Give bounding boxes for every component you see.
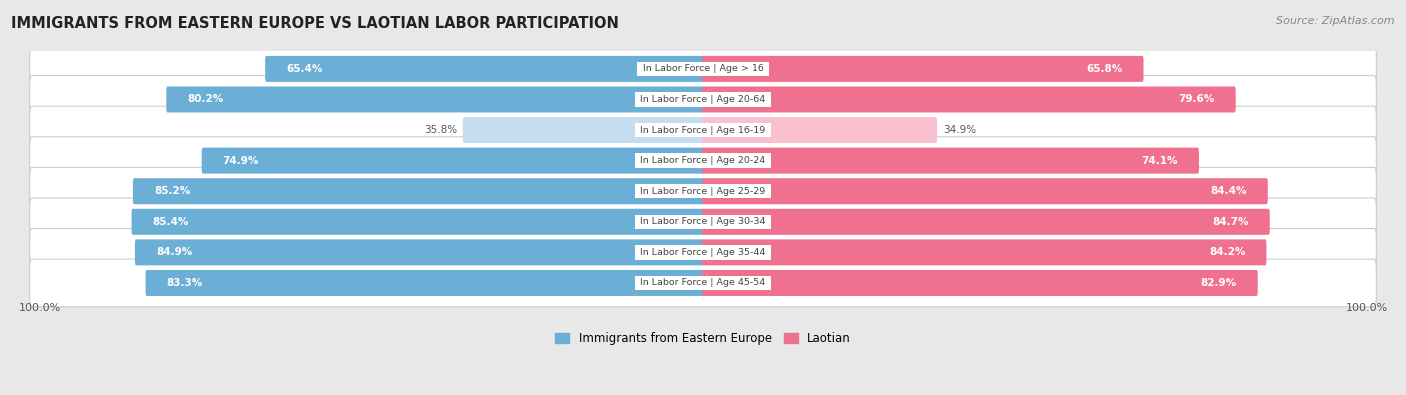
- FancyBboxPatch shape: [30, 75, 1376, 123]
- Text: 84.9%: 84.9%: [156, 247, 193, 258]
- Text: In Labor Force | Age > 16: In Labor Force | Age > 16: [640, 64, 766, 73]
- Text: 65.4%: 65.4%: [287, 64, 322, 74]
- FancyBboxPatch shape: [134, 178, 704, 204]
- FancyBboxPatch shape: [166, 87, 704, 113]
- Text: In Labor Force | Age 35-44: In Labor Force | Age 35-44: [637, 248, 769, 257]
- Text: 65.8%: 65.8%: [1087, 64, 1122, 74]
- Legend: Immigrants from Eastern Europe, Laotian: Immigrants from Eastern Europe, Laotian: [550, 327, 856, 350]
- Text: Source: ZipAtlas.com: Source: ZipAtlas.com: [1277, 16, 1395, 26]
- Text: 84.7%: 84.7%: [1212, 217, 1249, 227]
- Text: 82.9%: 82.9%: [1201, 278, 1237, 288]
- FancyBboxPatch shape: [463, 117, 704, 143]
- Text: 84.4%: 84.4%: [1211, 186, 1247, 196]
- FancyBboxPatch shape: [702, 239, 1267, 265]
- Text: 85.4%: 85.4%: [153, 217, 188, 227]
- FancyBboxPatch shape: [702, 178, 1268, 204]
- FancyBboxPatch shape: [702, 117, 938, 143]
- Text: 85.2%: 85.2%: [153, 186, 190, 196]
- FancyBboxPatch shape: [30, 167, 1376, 215]
- Text: 100.0%: 100.0%: [1346, 303, 1388, 313]
- Text: 84.2%: 84.2%: [1209, 247, 1246, 258]
- FancyBboxPatch shape: [702, 209, 1270, 235]
- Text: 74.1%: 74.1%: [1142, 156, 1178, 166]
- FancyBboxPatch shape: [146, 270, 704, 296]
- FancyBboxPatch shape: [702, 270, 1258, 296]
- Text: In Labor Force | Age 25-29: In Labor Force | Age 25-29: [637, 187, 769, 196]
- Text: 100.0%: 100.0%: [18, 303, 60, 313]
- FancyBboxPatch shape: [30, 198, 1376, 246]
- Text: In Labor Force | Age 20-64: In Labor Force | Age 20-64: [637, 95, 769, 104]
- FancyBboxPatch shape: [201, 148, 704, 174]
- Text: In Labor Force | Age 16-19: In Labor Force | Age 16-19: [637, 126, 769, 135]
- FancyBboxPatch shape: [266, 56, 704, 82]
- Text: In Labor Force | Age 20-24: In Labor Force | Age 20-24: [637, 156, 769, 165]
- Text: 80.2%: 80.2%: [187, 94, 224, 105]
- FancyBboxPatch shape: [30, 45, 1376, 93]
- FancyBboxPatch shape: [702, 148, 1199, 174]
- Text: 83.3%: 83.3%: [167, 278, 202, 288]
- Text: 79.6%: 79.6%: [1178, 94, 1215, 105]
- FancyBboxPatch shape: [135, 239, 704, 265]
- Text: In Labor Force | Age 45-54: In Labor Force | Age 45-54: [637, 278, 769, 288]
- FancyBboxPatch shape: [30, 106, 1376, 154]
- FancyBboxPatch shape: [30, 137, 1376, 184]
- Text: 35.8%: 35.8%: [425, 125, 457, 135]
- FancyBboxPatch shape: [132, 209, 704, 235]
- Text: 74.9%: 74.9%: [222, 156, 259, 166]
- FancyBboxPatch shape: [702, 56, 1143, 82]
- FancyBboxPatch shape: [30, 259, 1376, 307]
- FancyBboxPatch shape: [702, 87, 1236, 113]
- Text: IMMIGRANTS FROM EASTERN EUROPE VS LAOTIAN LABOR PARTICIPATION: IMMIGRANTS FROM EASTERN EUROPE VS LAOTIA…: [11, 16, 619, 31]
- Text: 34.9%: 34.9%: [943, 125, 976, 135]
- Text: In Labor Force | Age 30-34: In Labor Force | Age 30-34: [637, 217, 769, 226]
- FancyBboxPatch shape: [30, 229, 1376, 276]
